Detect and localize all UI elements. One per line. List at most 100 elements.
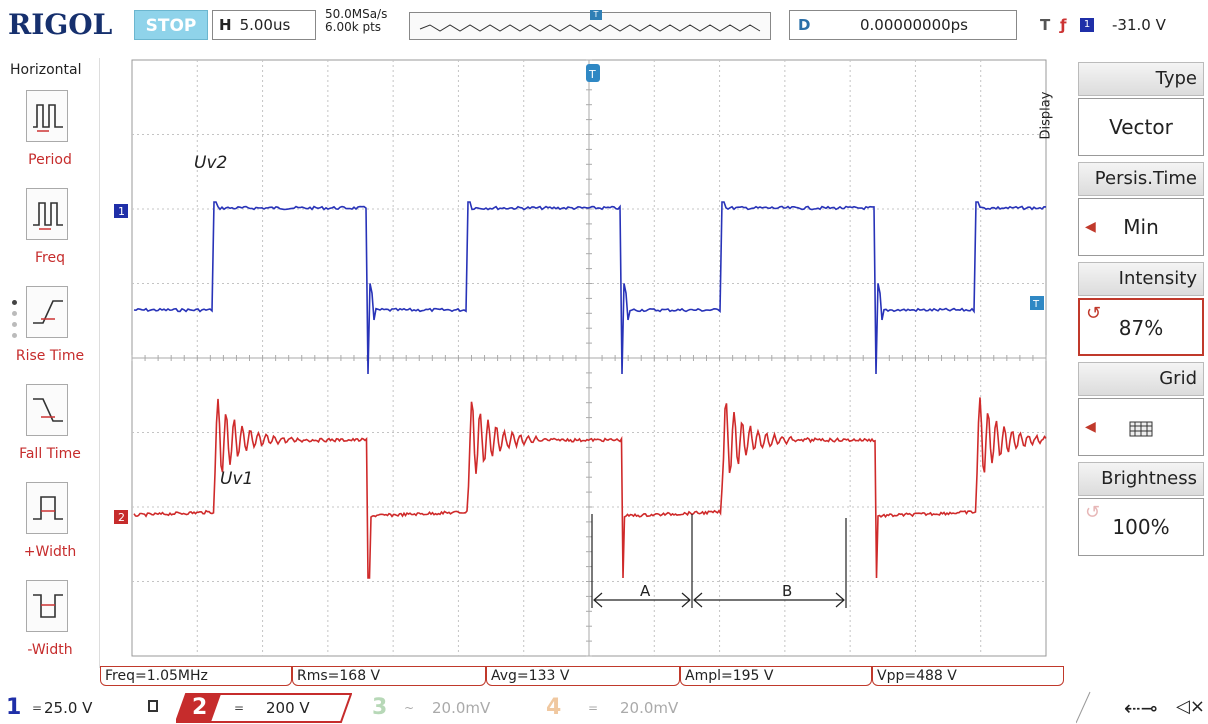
brightness-value: 100% (1112, 515, 1170, 539)
caret-left-icon: ◀ (1085, 419, 1096, 435)
ch2-number: 2 (192, 695, 208, 720)
waveform-display[interactable]: A B Uv2 Uv1 1 2 T T (102, 48, 1048, 660)
svg-text:1: 1 (118, 205, 125, 218)
intensity-box: ↺ 87% (1078, 298, 1204, 356)
uv1-label: Uv1 (220, 469, 253, 489)
ch4-status[interactable]: 4 = 20.0mV (530, 694, 700, 722)
ch3-number: 3 (372, 695, 388, 720)
brightness-box: ↺ 100% (1078, 498, 1204, 556)
speaker-muted-icon[interactable]: ◁× (1176, 696, 1205, 717)
menu-head: Type (1078, 62, 1204, 96)
ch2-waveform (133, 397, 1047, 579)
channel-bar: 1 = 25.0 V 2 = 200 V 3 ~ 20.0mV 4 = 20.0… (0, 690, 1208, 724)
delay-value: 0.00000000ps (860, 16, 968, 34)
trigger-settings[interactable]: T ƒ 1 -31.0 V (1030, 10, 1202, 40)
display-tab[interactable]: Display (1038, 91, 1054, 140)
ch1-number: 1 (6, 695, 22, 720)
ch2-tab-outline (176, 693, 352, 723)
menu-head: Brightness (1078, 462, 1204, 496)
meas-vpp[interactable]: Vpp=488 V (872, 666, 1064, 686)
menu-item-label: Fall Time (19, 446, 81, 462)
menu-brightness[interactable]: Brightness ↺ 100% (1074, 462, 1204, 558)
menu-item-freq[interactable]: Freq (0, 184, 100, 280)
interval-annotations (591, 514, 847, 608)
rising-edge-icon: ƒ (1060, 16, 1067, 34)
dc-coupling-icon: = (588, 701, 599, 715)
overview-waveform (419, 24, 761, 32)
menu-persis-time[interactable]: Persis.Time ◀ Min (1074, 162, 1204, 258)
horizontal-measure-menu: Horizontal Period Freq Rise Time Fall Ti… (0, 58, 100, 668)
ch1-offset-marker[interactable]: 1 (114, 204, 128, 218)
dc-coupling-icon: = (234, 701, 245, 715)
meas-ampl[interactable]: Ampl=195 V (680, 666, 872, 686)
ch4-number: 4 (546, 695, 562, 720)
display-menu: Display Type Vector Persis.Time ◀ Min In… (1038, 58, 1208, 658)
ch2-status[interactable]: 2 = 200 V (176, 693, 352, 723)
top-status-bar: RIGOL STOP H 5.00us 50.0MSa/s 6.00k pts T… (0, 0, 1208, 48)
fall-time-icon (26, 384, 68, 436)
menu-item-period[interactable]: Period (0, 86, 100, 182)
ch1-waveform (133, 201, 1047, 375)
trigger-level: -31.0 V (1112, 16, 1166, 34)
grid-icon (1129, 421, 1153, 436)
menu-item-label: -Width (27, 642, 73, 658)
menu-item-label: Period (28, 152, 72, 168)
rise-time-icon (26, 286, 68, 338)
measurement-bar: Freq=1.05MHz Rms=168 V Avg=133 V Ampl=19… (100, 666, 1208, 688)
menu-item-plus-width[interactable]: +Width (0, 478, 100, 574)
dc-coupling-icon: = (32, 701, 43, 715)
brand-logo: RIGOL (8, 8, 113, 41)
ch1-status[interactable]: 1 = 25.0 V (6, 694, 186, 722)
grid (131, 59, 1047, 657)
menu-item-rise-time[interactable]: Rise Time (0, 282, 100, 378)
usb-icon: ⇠⊸ (1124, 696, 1158, 720)
run-stop-status[interactable]: STOP (134, 10, 208, 40)
delay-label: D (798, 16, 811, 34)
minus-width-icon (26, 580, 68, 632)
delay-display[interactable]: D 0.00000000ps (789, 10, 1017, 40)
waveform-overview-strip[interactable]: T (409, 10, 771, 40)
h-value: 5.00us (239, 16, 291, 34)
menu-item-label: Rise Time (15, 348, 85, 364)
svg-text:T: T (1032, 299, 1040, 310)
meas-freq[interactable]: Freq=1.05MHz (100, 666, 292, 686)
grid-box: ◀ (1078, 398, 1204, 456)
waveform-graticule: A B Uv2 Uv1 1 2 T T (114, 59, 1047, 657)
menu-head: Persis.Time (1078, 162, 1204, 196)
menu-page-indicator (12, 300, 18, 344)
persis-time-value: Min (1123, 215, 1159, 239)
svg-text:T: T (588, 68, 596, 81)
menu-type[interactable]: Type Vector (1074, 62, 1204, 158)
menu-grid[interactable]: Grid ◀ (1074, 362, 1204, 458)
interval-a-label: A (640, 582, 651, 600)
horizontal-timebase[interactable]: H 5.00us (212, 10, 316, 40)
bottom-bar-divider (1076, 691, 1091, 724)
trigger-label: T (1040, 16, 1051, 34)
trigger-time-marker[interactable]: T (586, 64, 600, 82)
ch4-scale: 20.0mV (620, 699, 679, 717)
persis-time-box: ◀ Min (1078, 198, 1204, 256)
h-label: H (219, 16, 232, 34)
ch2-offset-marker[interactable]: 2 (114, 510, 128, 524)
ac-coupling-icon: ~ (404, 701, 415, 715)
menu-head: Grid (1078, 362, 1204, 396)
trigger-level-marker[interactable]: T (1030, 296, 1044, 310)
menu-intensity[interactable]: Intensity ↺ 87% (1074, 262, 1204, 358)
sample-rate-info: 50.0MSa/s 6.00k pts (325, 8, 387, 34)
meas-rms[interactable]: Rms=168 V (292, 666, 486, 686)
menu-item-minus-width[interactable]: -Width (0, 576, 100, 672)
intensity-value: 87% (1118, 316, 1164, 340)
trigger-source-badge: 1 (1080, 18, 1094, 32)
caret-left-icon: ◀ (1085, 219, 1096, 235)
menu-item-fall-time[interactable]: Fall Time (0, 380, 100, 476)
knob-rotate-icon: ↺ (1086, 303, 1102, 324)
ch3-scale: 20.0mV (432, 699, 491, 717)
ch3-status[interactable]: 3 ~ 20.0mV (356, 694, 526, 722)
uv2-label: Uv2 (194, 153, 227, 173)
meas-avg[interactable]: Avg=133 V (486, 666, 680, 686)
ch2-scale: 200 V (266, 699, 310, 717)
memory-depth: 6.00k pts (325, 20, 382, 34)
menu-item-label: +Width (23, 544, 77, 560)
ch1-scale: 25.0 V (44, 699, 93, 717)
interval-b-label: B (782, 582, 792, 600)
